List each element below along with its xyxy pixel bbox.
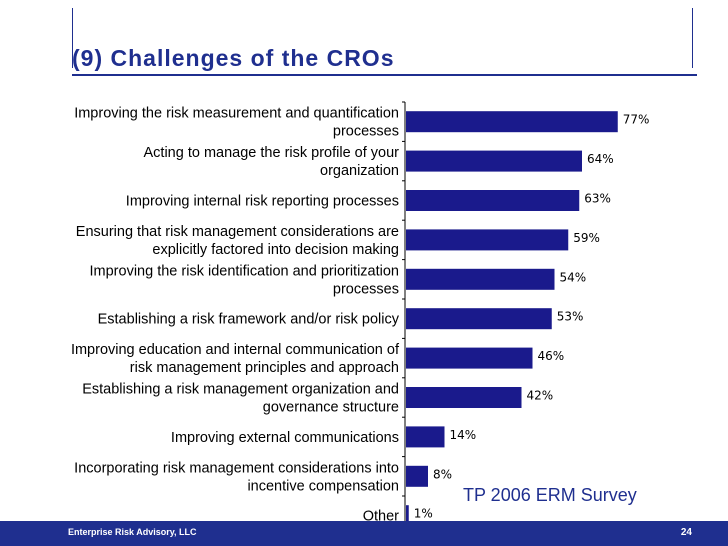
page-title: (9) Challenges of the CROs: [72, 45, 395, 71]
bar: [406, 111, 618, 133]
bar-value-label: 59%: [573, 231, 600, 245]
category-label: Incorporating risk management considerat…: [74, 460, 399, 494]
bar-chart: Improving the risk measurement and quant…: [71, 101, 650, 521]
bar-value-label: 8%: [433, 467, 452, 481]
title-divider: [72, 74, 697, 76]
category-label-line: Other: [363, 509, 399, 521]
category-label: Establishing a risk framework and/or ris…: [98, 312, 400, 328]
bar-value-label: 1%: [414, 507, 433, 521]
footer-company: Enterprise Risk Advisory, LLC: [68, 527, 197, 537]
bar: [406, 229, 569, 251]
category-label-line: organization: [320, 163, 399, 179]
bar: [406, 308, 552, 330]
category-label: Improving the risk identification and pr…: [90, 263, 399, 297]
category-label: Improving the risk measurement and quant…: [74, 106, 399, 140]
category-label-line: Incorporating risk management considerat…: [74, 460, 399, 476]
category-label: Acting to manage the risk profile of you…: [144, 145, 400, 179]
category-label-line: Acting to manage the risk profile of you…: [144, 145, 400, 161]
bar: [406, 190, 580, 211]
category-label-line: Improving internal risk reporting proces…: [126, 194, 399, 210]
bar-value-label: 42%: [527, 389, 554, 403]
category-label-line: Establishing a risk management organizat…: [82, 382, 399, 398]
category-label-line: processes: [333, 281, 399, 297]
category-label-line: Improving the risk measurement and quant…: [74, 106, 399, 122]
bar-value-label: 54%: [560, 270, 587, 284]
category-label: Establishing a risk management organizat…: [82, 382, 399, 416]
category-label-line: Improving external communications: [171, 430, 399, 446]
category-label-line: risk management principles and approach: [130, 360, 399, 376]
category-label-line: Establishing a risk framework and/or ris…: [98, 312, 400, 328]
category-label-line: governance structure: [263, 400, 399, 416]
bar-value-label: 53%: [557, 310, 584, 324]
bar-value-label: 46%: [538, 349, 565, 363]
bar: [406, 426, 445, 448]
bar-value-label: 77%: [623, 113, 650, 127]
footer-bar: Enterprise Risk Advisory, LLC 24: [0, 521, 728, 546]
title-frame: [72, 8, 693, 68]
category-label: Other: [363, 509, 399, 521]
bar: [406, 268, 555, 290]
source-note: TP 2006 ERM Survey: [463, 485, 637, 505]
bar: [406, 150, 582, 172]
bar: [406, 505, 409, 521]
bar: [406, 347, 533, 369]
page-number: 24: [680, 527, 692, 538]
bar-value-label: 64%: [587, 152, 614, 166]
category-label-line: processes: [333, 124, 399, 140]
category-label-line: Improving education and internal communi…: [71, 342, 400, 358]
category-label-line: incentive compensation: [247, 478, 399, 494]
bar: [406, 387, 522, 408]
category-label-line: Improving the risk identification and pr…: [90, 263, 399, 279]
bar-value-label: 63%: [584, 192, 611, 206]
category-label: Ensuring that risk management considerat…: [76, 224, 399, 258]
category-label: Improving education and internal communi…: [71, 342, 400, 376]
category-label-line: Ensuring that risk management considerat…: [76, 224, 399, 240]
bar: [406, 465, 428, 487]
category-label-line: explicitly factored into decision making: [152, 242, 399, 258]
category-label: Improving internal risk reporting proces…: [126, 194, 399, 210]
bar-value-label: 14%: [450, 428, 477, 442]
category-label: Improving external communications: [171, 430, 399, 446]
